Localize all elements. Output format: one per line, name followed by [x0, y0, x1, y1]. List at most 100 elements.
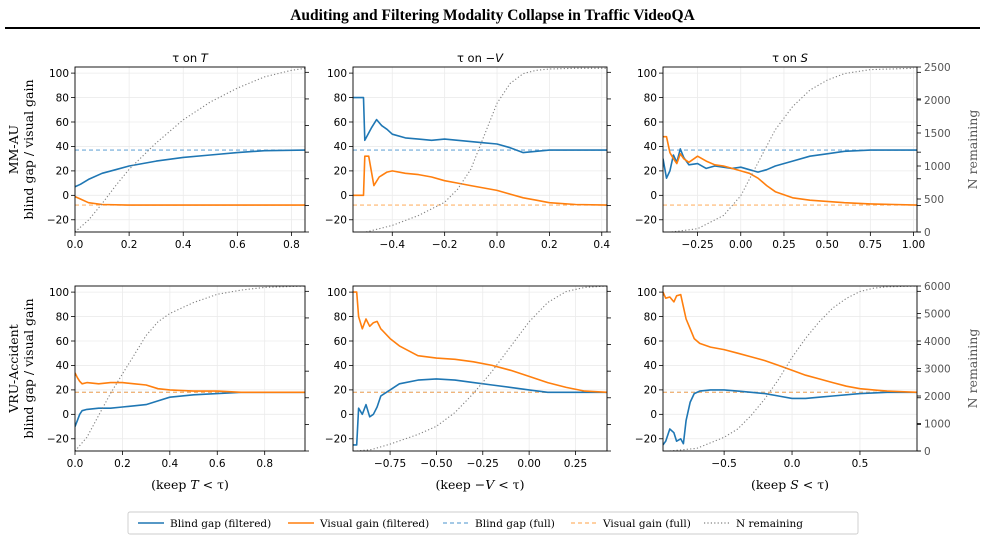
y-tick-label: 80	[334, 92, 347, 104]
y-tick-label: −20	[325, 215, 347, 227]
y-tick-label: 100	[327, 287, 347, 299]
y-tick-label: 0	[62, 409, 69, 421]
axes-frame	[352, 285, 608, 452]
x-tick-label: 0.4	[175, 239, 192, 251]
legend-box	[127, 511, 859, 535]
axes-frame	[352, 66, 608, 233]
column-title: τ on T	[172, 51, 209, 65]
y-tick-label: 40	[334, 141, 347, 153]
y-axis-label: VRU-Accident	[6, 324, 21, 413]
y-tick-label: 20	[334, 385, 347, 397]
x-axis-label: (keep T < τ)	[151, 477, 229, 492]
y2-tick-label: 3000	[924, 363, 951, 375]
series-blind-gap-filtered	[353, 378, 607, 446]
y-tick-label: 40	[56, 141, 69, 153]
y2-tick-label: 5000	[924, 308, 951, 320]
x-tick-label: 0.00	[729, 239, 752, 251]
axes-frame	[662, 66, 918, 233]
y-tick-label: 60	[334, 117, 347, 129]
series-visual-gain-filtered	[75, 195, 305, 206]
series-n-remaining	[671, 67, 914, 232]
y2-tick-label: 1000	[924, 161, 951, 173]
y-tick-label: −20	[325, 434, 347, 446]
x-tick-label: −0.50	[420, 458, 452, 470]
x-tick-label: 0.50	[815, 239, 838, 251]
y-tick-label: 20	[334, 166, 347, 178]
x-tick-label: 0.4	[593, 239, 610, 251]
y-axis-label: blind gap / visual gain	[21, 298, 36, 438]
y2-axis-label: N remaining	[965, 110, 980, 190]
y-tick-label: 0	[62, 190, 69, 202]
y-tick-label: 80	[56, 311, 69, 323]
panel-4: 0.0 0.2 0.4 0.6 0.8 −20 0 20 40 60 80 100 (keep T < …	[6, 285, 309, 492]
y-tick-label: 40	[56, 360, 69, 372]
x-tick-label: 0.25	[772, 239, 795, 251]
x-tick-label: 0.0	[67, 239, 84, 251]
y-tick-label: 80	[56, 92, 69, 104]
y2-tick-label: 0	[924, 446, 931, 458]
y2-tick-label: 1500	[924, 128, 951, 140]
x-tick-label: 1.00	[902, 239, 925, 251]
series-visual-gain-filtered	[663, 291, 917, 394]
y2-tick-label: 1000	[924, 418, 951, 430]
y-tick-label: 80	[334, 311, 347, 323]
y2-tick-label: 6000	[924, 281, 951, 293]
x-tick-label: 0.25	[564, 458, 587, 470]
y-tick-label: 60	[56, 117, 69, 129]
x-tick-label: 0.8	[256, 458, 273, 470]
x-tick-label: 0.4	[161, 458, 178, 470]
y-tick-label: −20	[47, 215, 69, 227]
y-tick-label: 100	[49, 287, 69, 299]
legend-item: Visual gain (full)	[571, 518, 691, 530]
panels: 0.0 0.2 0.4 0.6 0.8 −20 0 20 40 60 80 100 τ on T MM-A…	[6, 51, 980, 492]
legend-label: N remaining	[736, 518, 803, 530]
y-tick-label: −20	[635, 434, 657, 446]
legend-item: Visual gain (filtered)	[288, 518, 429, 530]
y-tick-label: 20	[644, 166, 657, 178]
series-n-remaining	[356, 286, 607, 451]
y-tick-label: 60	[644, 336, 657, 348]
y-tick-label: 20	[644, 385, 657, 397]
legend-label: Visual gain (filtered)	[319, 518, 429, 530]
x-tick-label: 0.0	[784, 458, 801, 470]
series-visual-gain-filtered	[353, 155, 607, 206]
y-tick-label: 100	[637, 287, 657, 299]
column-title: τ on −V	[457, 51, 504, 65]
x-tick-label: −0.5	[711, 458, 737, 470]
x-tick-label: 0.0	[489, 239, 506, 251]
panel-2: −0.4 −0.2 0.0 0.2 0.4 −20 0 20 40 60 80 100 τ on −V	[325, 51, 611, 251]
series-visual-gain-filtered	[75, 372, 305, 394]
x-tick-label: 0.2	[114, 458, 131, 470]
panel-1: 0.0 0.2 0.4 0.6 0.8 −20 0 20 40 60 80 100 τ on T MM-A…	[6, 51, 309, 251]
x-tick-label: 0.75	[859, 239, 882, 251]
axes-frame	[74, 66, 306, 233]
y-tick-label: 60	[644, 117, 657, 129]
x-tick-label: 0.0	[67, 458, 84, 470]
y-axis-label: MM-AU	[6, 125, 21, 174]
x-tick-label: 0.5	[852, 458, 869, 470]
x-tick-label: 0.2	[121, 239, 138, 251]
y2-axis-label: N remaining	[965, 329, 980, 409]
y2-tick-label: 500	[924, 194, 944, 206]
y-tick-label: 0	[650, 190, 657, 202]
x-axis-label: (keep S < τ)	[751, 477, 829, 492]
legend-item: Blind gap (filtered)	[138, 518, 271, 530]
y-tick-label: −20	[47, 434, 69, 446]
x-tick-label: −0.75	[374, 458, 406, 470]
x-tick-label: −0.2	[432, 239, 458, 251]
panel-3: −0.25 0.00 0.25 0.50 0.75 1.00 −20 0 20 40 60 80 100…	[635, 51, 980, 251]
x-tick-label: −0.4	[380, 239, 406, 251]
series-n-remaining	[669, 286, 917, 451]
legend-label: Visual gain (full)	[602, 518, 691, 530]
y-tick-label: 80	[644, 311, 657, 323]
axes-frame	[74, 285, 306, 452]
legend-label: Blind gap (full)	[475, 518, 555, 530]
series-blind-gap-filtered	[663, 148, 917, 179]
title-rule	[5, 27, 980, 29]
legend: Blind gap (filtered) Visual gain (filtere…	[127, 511, 859, 535]
x-tick-label: 0.2	[541, 239, 558, 251]
y-tick-label: −20	[635, 215, 657, 227]
column-title: τ on S	[772, 51, 808, 65]
y-tick-label: 60	[334, 336, 347, 348]
